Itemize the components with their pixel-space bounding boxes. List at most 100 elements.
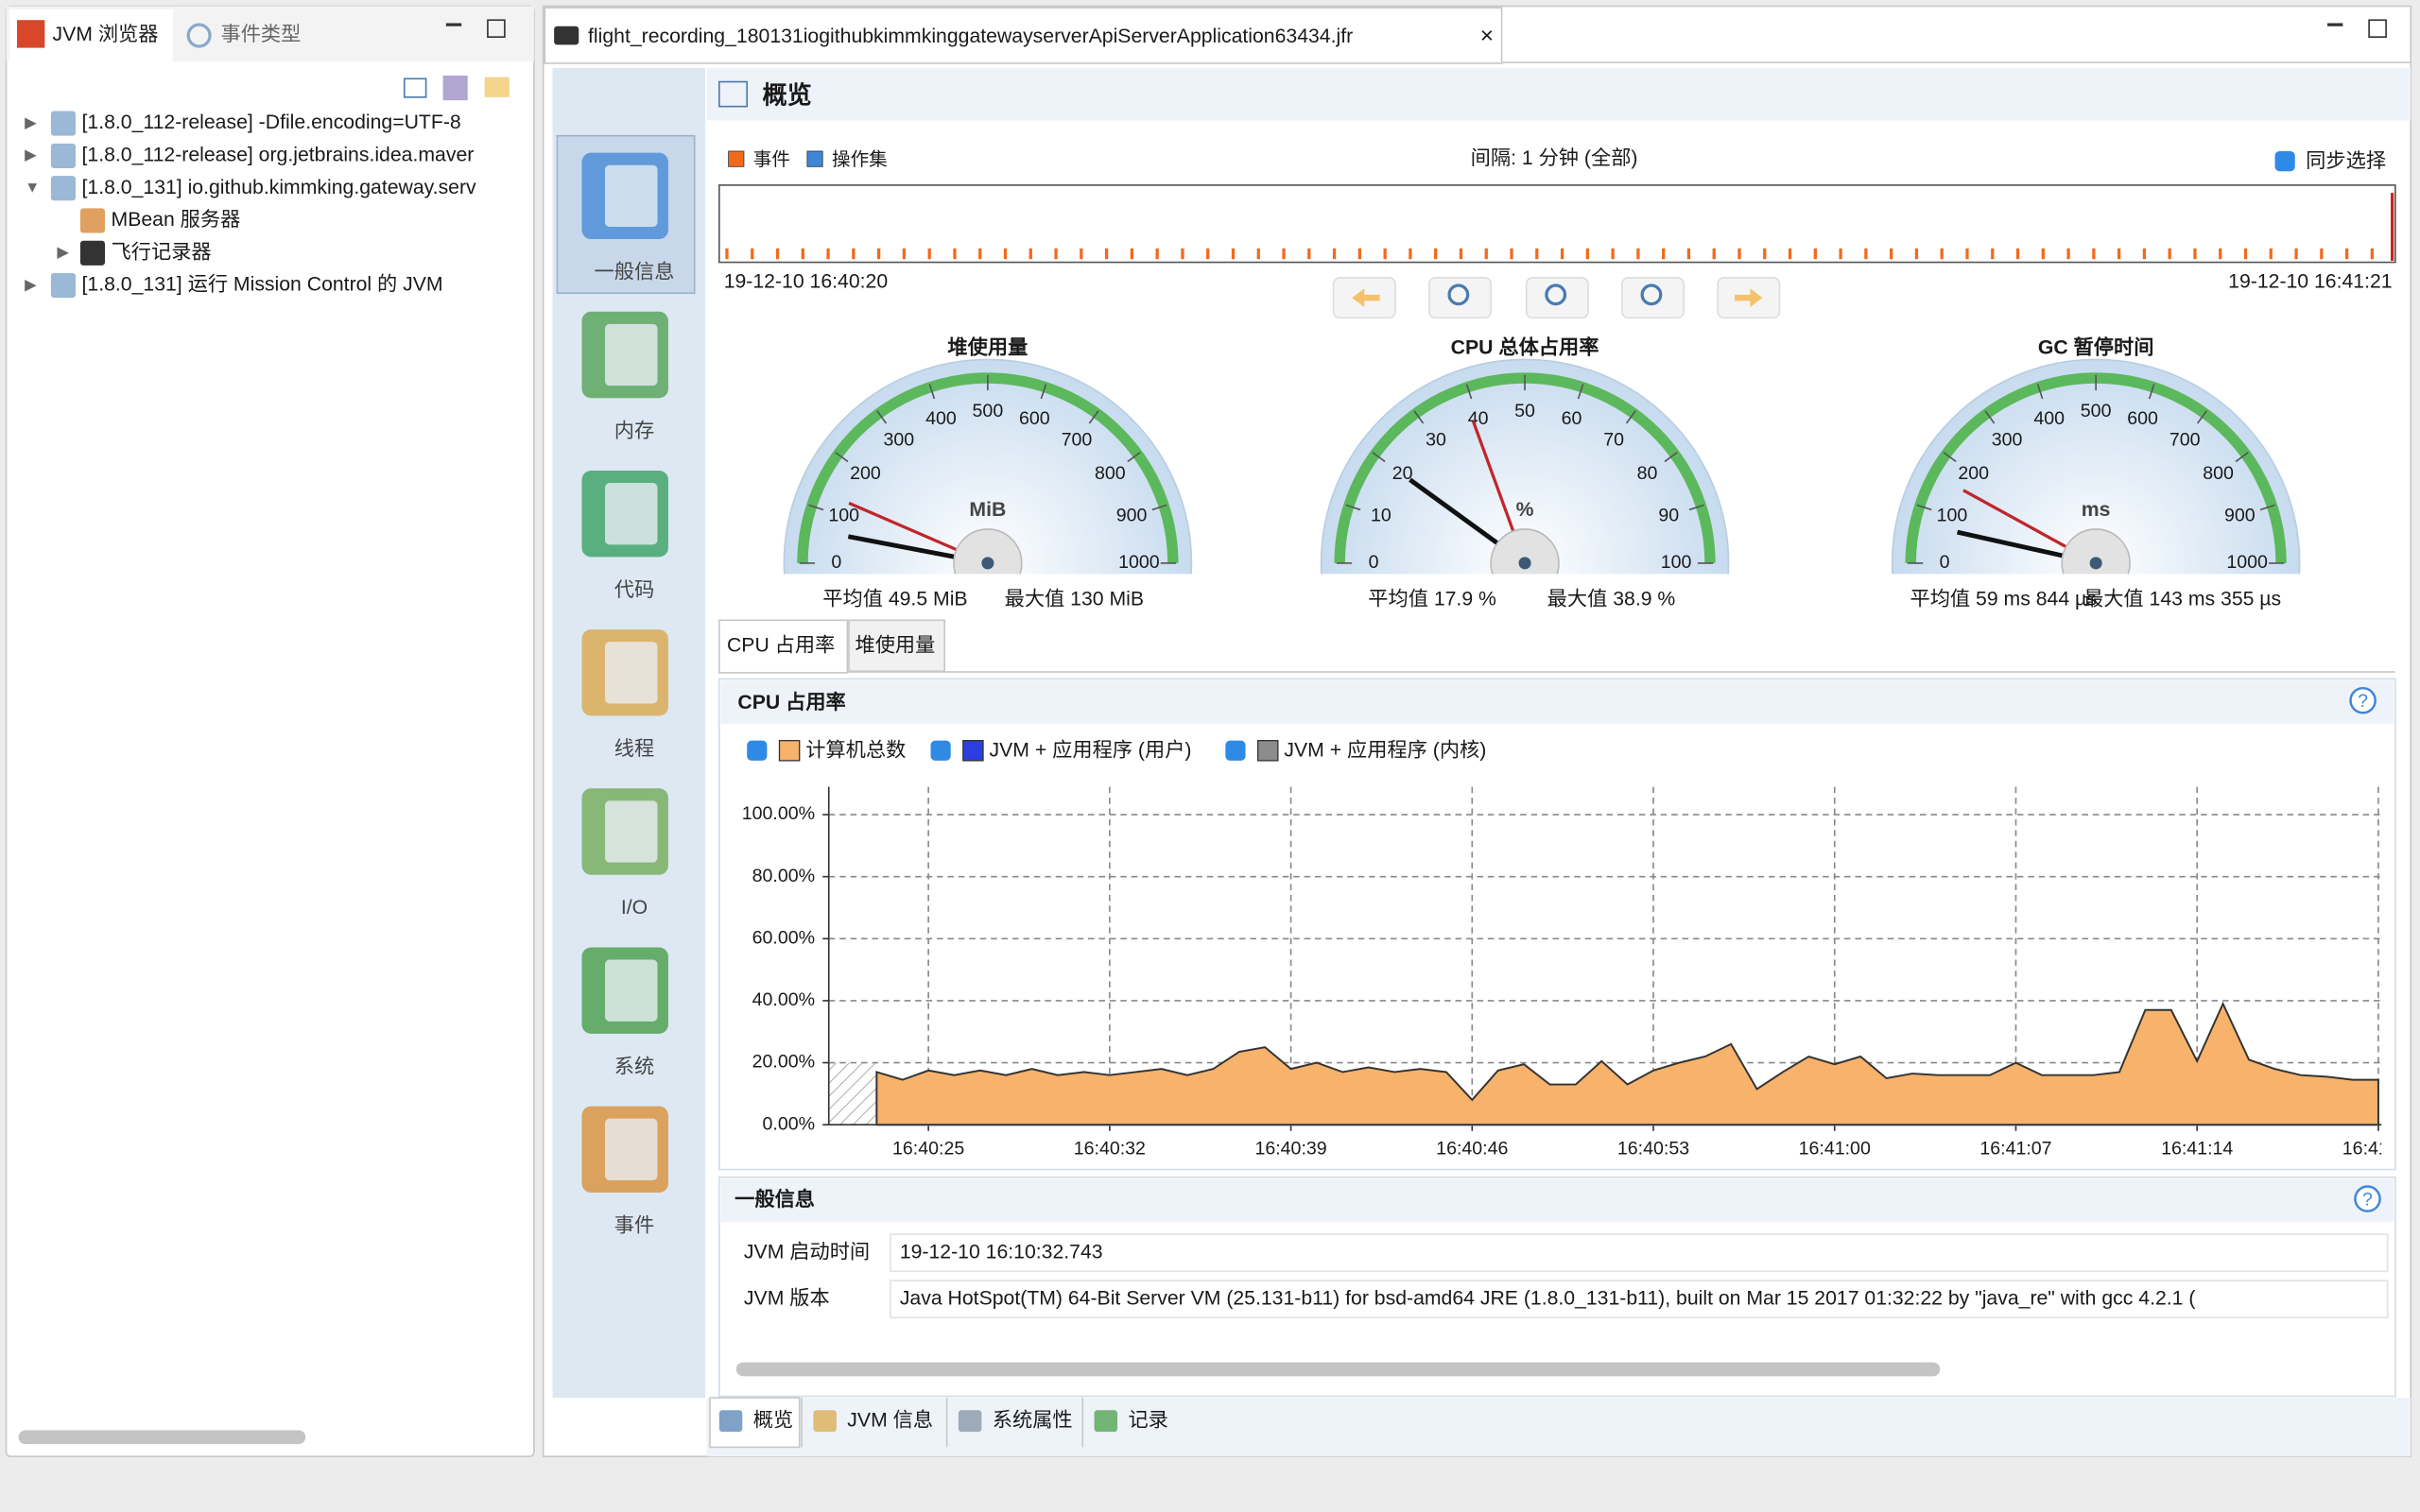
gauge-tick xyxy=(1664,452,1678,463)
timeline-tick xyxy=(2243,248,2248,260)
chart-tab-active[interactable] xyxy=(718,619,849,674)
nav-label[interactable]: I/O xyxy=(621,897,648,919)
editor-tab[interactable] xyxy=(544,7,1503,64)
checkbox[interactable] xyxy=(930,740,951,761)
editor-tab-label[interactable]: flight_recording_180131iogithubkimmkingg… xyxy=(588,26,1353,47)
zoom-out-button[interactable] xyxy=(1428,277,1492,319)
scrollbar[interactable] xyxy=(735,1362,1941,1377)
legend-label[interactable]: JVM + 应用程序 (内核) xyxy=(1284,739,1486,762)
help-button[interactable] xyxy=(2349,686,2377,714)
chart-tab-label[interactable]: 堆使用量 xyxy=(855,634,935,657)
minimize-button[interactable] xyxy=(445,23,462,26)
toolbar-button[interactable] xyxy=(442,76,468,101)
expander[interactable]: ▶ xyxy=(25,276,37,293)
tab-label[interactable]: 事件类型 xyxy=(220,23,301,45)
tree-item[interactable]: [1.8.0_131] io.github.kimmking.gateway.s… xyxy=(82,177,477,198)
gauge-tick-label: 900 xyxy=(1116,506,1148,526)
nav-label[interactable]: 代码 xyxy=(614,578,654,601)
timeline-tick xyxy=(2344,248,2349,260)
timeline-tick xyxy=(1484,248,1488,260)
maximize-button[interactable] xyxy=(2368,19,2387,38)
gauge-hub xyxy=(2061,528,2131,575)
close-button[interactable]: × xyxy=(1480,24,1494,49)
tab-label[interactable]: JVM 浏览器 xyxy=(53,23,159,45)
expander[interactable]: ▼ xyxy=(25,179,40,196)
chart-tab[interactable] xyxy=(848,619,945,673)
nav-label[interactable]: 一般信息 xyxy=(595,261,675,284)
maximize-button[interactable] xyxy=(487,19,506,38)
toolbar-button[interactable] xyxy=(484,77,510,97)
help-button[interactable] xyxy=(2354,1185,2381,1212)
minimize-button[interactable] xyxy=(2327,23,2343,26)
gauge-tick xyxy=(1151,504,1167,511)
y-tick-label: 100.00% xyxy=(742,803,815,824)
checkbox[interactable] xyxy=(2274,151,2295,172)
info-value: 19-12-10 16:10:32.743 xyxy=(900,1241,1103,1263)
gauge-tick xyxy=(1625,410,1636,424)
bottom-tab-label[interactable]: 记录 xyxy=(1128,1408,1167,1431)
help-icon[interactable]: ? xyxy=(2358,691,2368,712)
expander[interactable]: ▶ xyxy=(25,146,37,163)
nav-label[interactable]: 内存 xyxy=(614,420,654,442)
icon xyxy=(1447,284,1470,306)
expander[interactable]: ▶ xyxy=(57,244,69,261)
tree-item[interactable]: 飞行记录器 xyxy=(112,240,212,263)
sync-label[interactable]: 同步选择 xyxy=(2306,149,2386,172)
tab-separator xyxy=(801,1398,803,1448)
tab-icon xyxy=(813,1410,837,1433)
bottom-tab-label[interactable]: JVM 信息 xyxy=(847,1408,933,1431)
timeline-marker xyxy=(2390,193,2394,261)
timeline-tick xyxy=(978,248,982,260)
gauge-tick-label: 200 xyxy=(850,463,881,484)
timeline-tick xyxy=(1231,248,1236,260)
nav-icon-detail xyxy=(605,642,658,704)
tree-item[interactable]: MBean 服务器 xyxy=(112,208,241,231)
gauge-tick xyxy=(2196,410,2207,424)
legend-label: 操作集 xyxy=(832,149,888,170)
bottom-tab-label[interactable]: 概览 xyxy=(753,1408,793,1431)
nav-label[interactable]: 事件 xyxy=(614,1214,654,1237)
legend-swatch xyxy=(728,150,745,167)
tree-item[interactable]: [1.8.0_112-release] -Dfile.encoding=UTF-… xyxy=(82,112,461,133)
tree-item[interactable]: [1.8.0_112-release] org.jetbrains.idea.m… xyxy=(82,145,475,166)
timeline-bar[interactable] xyxy=(718,184,2396,264)
zoom-button[interactable] xyxy=(1525,277,1589,319)
page-header xyxy=(706,67,2411,121)
toolbar-button[interactable] xyxy=(403,77,427,98)
gauge-tick-label: 30 xyxy=(1426,430,1446,451)
timeline-tick xyxy=(1028,248,1032,260)
bottom-tab-label[interactable]: 系统属性 xyxy=(993,1408,1073,1431)
gauge-tick-label: 700 xyxy=(2169,430,2201,451)
tree-item[interactable]: [1.8.0_131] 运行 Mission Control 的 JVM xyxy=(82,273,443,296)
chart-tab-label[interactable]: CPU 占用率 xyxy=(727,634,835,657)
gauge-tick-label: 80 xyxy=(1637,463,1658,484)
timeline-tick xyxy=(1256,248,1260,260)
timeline-tick xyxy=(953,248,957,260)
gauge-tick-label: 600 xyxy=(1019,408,1050,429)
checkbox[interactable] xyxy=(747,740,768,761)
timeline-tick xyxy=(1459,248,1463,260)
y-tick-label: 60.00% xyxy=(752,927,815,948)
checkbox[interactable] xyxy=(1225,740,1246,761)
timeline-tick xyxy=(775,248,780,260)
legend-label[interactable]: JVM + 应用程序 (用户) xyxy=(990,739,1192,762)
gauge-tick-label: 100 xyxy=(1937,506,1968,526)
scrollbar[interactable] xyxy=(18,1430,306,1445)
nav-label[interactable]: 系统 xyxy=(614,1055,654,1077)
gauge-tick-label: 400 xyxy=(925,408,957,429)
expander[interactable]: ▶ xyxy=(25,114,37,131)
y-tick-label: 20.00% xyxy=(752,1052,815,1073)
info-title: 一般信息 xyxy=(735,1187,815,1211)
legend-label[interactable]: 计算机总数 xyxy=(805,739,906,762)
zoom-in-button[interactable] xyxy=(1621,277,1685,319)
gauge-maximum: 最大值 130 MiB xyxy=(1005,588,1144,610)
timeline-tick xyxy=(2118,248,2121,260)
gauge-tick xyxy=(1413,410,1425,424)
gauge-hub-center xyxy=(981,557,994,570)
gauge-tick-label: 600 xyxy=(2127,408,2158,429)
gauge-tick xyxy=(2148,384,2155,400)
nav-label[interactable]: 线程 xyxy=(614,737,654,760)
help-icon[interactable]: ? xyxy=(2362,1189,2373,1210)
